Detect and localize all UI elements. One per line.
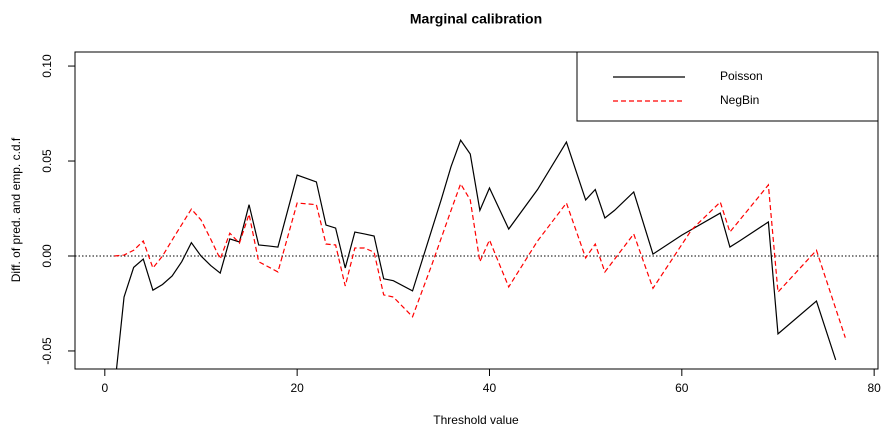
legend-label: NegBin <box>720 93 759 107</box>
y-tick-label: -0.05 <box>40 337 54 365</box>
x-tick-label: 60 <box>675 381 689 395</box>
x-tick-label: 40 <box>483 381 497 395</box>
series-line <box>115 138 837 369</box>
plot-area <box>114 138 846 369</box>
plot-frame <box>74 51 879 370</box>
x-tick-label: 20 <box>290 381 304 395</box>
x-axis-label: Threshold value <box>433 413 519 427</box>
y-tick-label: 0.00 <box>40 244 54 268</box>
y-axis-label: Diff. of pred. and emp. c.d.f <box>9 137 23 282</box>
x-tick-label: 0 <box>101 381 108 395</box>
y-tick-label: 0.10 <box>40 54 54 78</box>
legend-label: Poisson <box>720 69 763 83</box>
series-line <box>114 182 846 338</box>
legend-box <box>576 51 879 122</box>
x-tick-label: 80 <box>867 381 881 395</box>
y-tick-label: 0.05 <box>40 149 54 173</box>
chart-title: Marginal calibration <box>410 11 542 27</box>
